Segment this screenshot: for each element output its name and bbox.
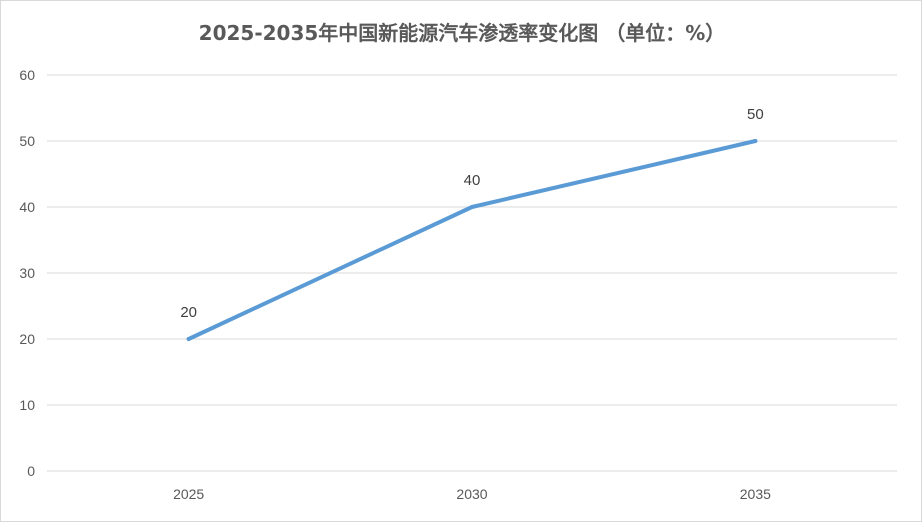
data-point: [470, 205, 474, 209]
series-group: [186, 139, 758, 341]
data-point: [753, 139, 758, 143]
y-tick-label: 40: [19, 199, 35, 215]
y-tick-label: 20: [19, 331, 35, 347]
data-label: 20: [180, 304, 197, 321]
data-label: 50: [747, 106, 764, 123]
data-labels: 20 40 50: [180, 106, 763, 321]
y-axis-ticks: 0 10 20 30 40 50 60: [19, 67, 35, 479]
x-axis-ticks: 2025 2030 2035: [173, 486, 771, 502]
y-tick-label: 50: [19, 133, 35, 149]
data-label: 40: [464, 172, 481, 189]
y-tick-label: 30: [19, 265, 35, 281]
chart-title: 2025-2035年中国新能源汽车渗透率变化图 （单位：%）: [198, 21, 726, 45]
y-tick-label: 60: [19, 67, 35, 83]
x-tick-label: 2030: [456, 486, 487, 502]
x-tick-label: 2035: [740, 486, 771, 502]
gridlines: [47, 74, 897, 472]
y-tick-label: 0: [27, 463, 35, 479]
x-tick-label: 2025: [173, 486, 204, 502]
series-line: [186, 139, 758, 341]
y-tick-label: 10: [19, 397, 35, 413]
data-point: [186, 337, 191, 341]
